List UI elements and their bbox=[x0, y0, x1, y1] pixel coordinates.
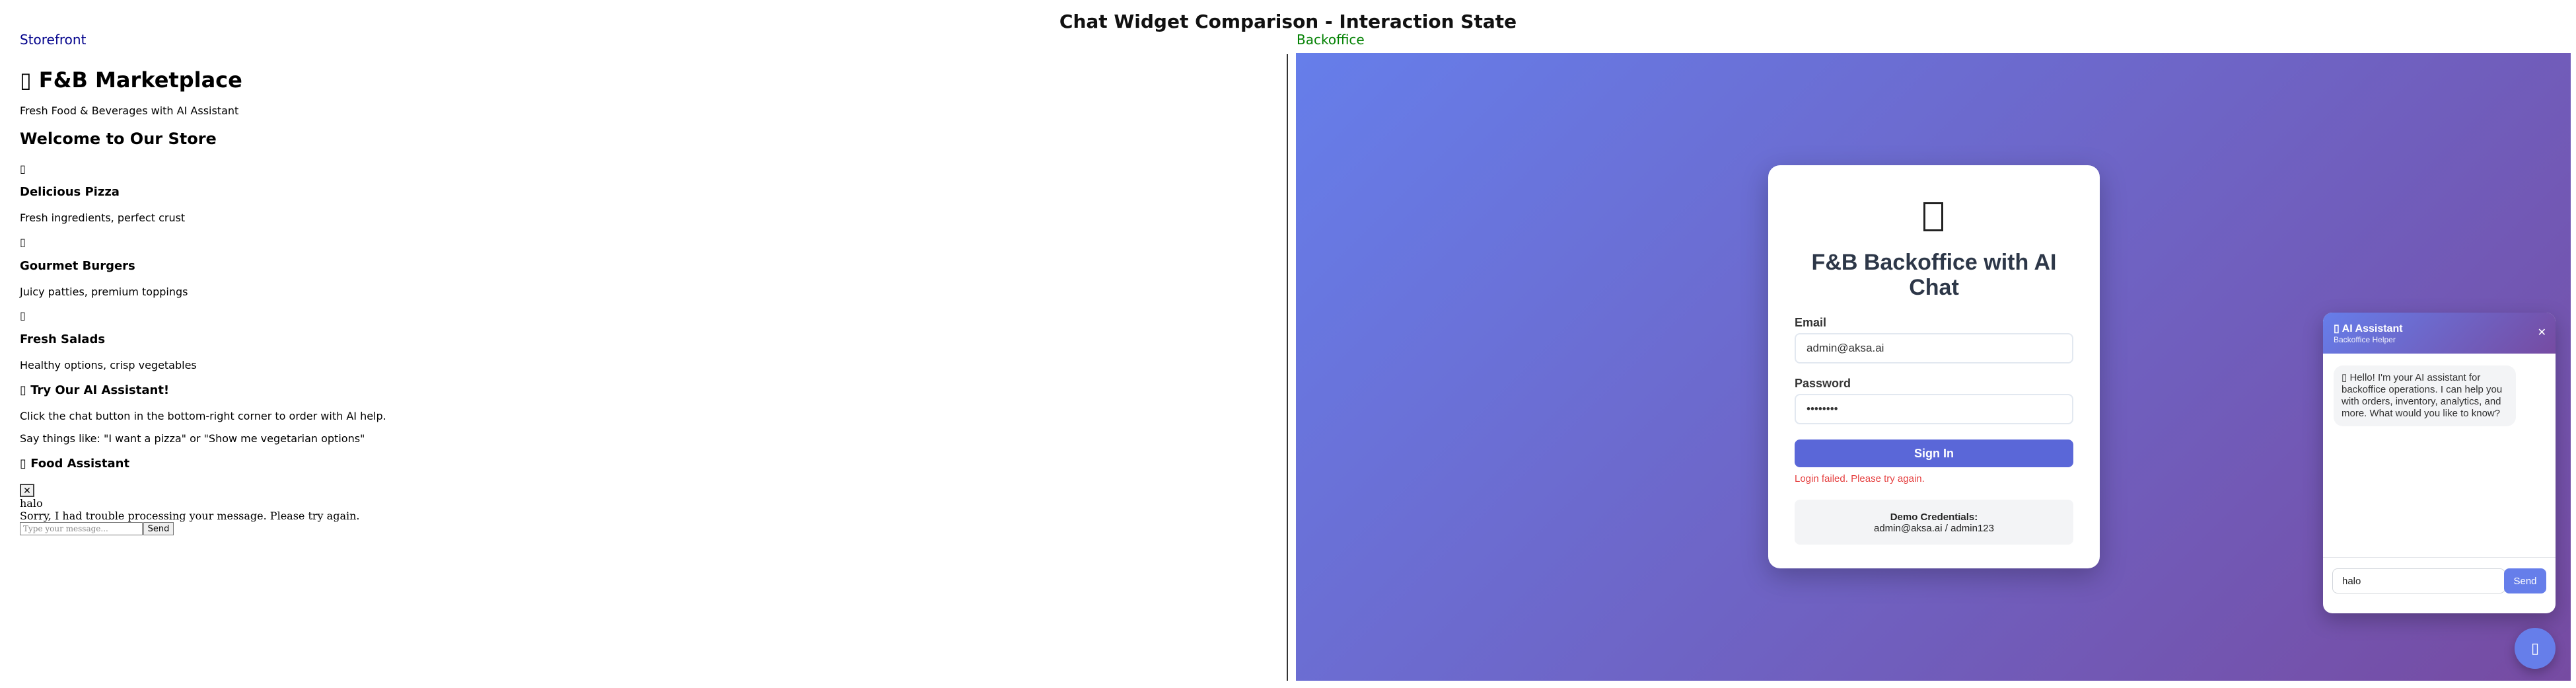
backoffice-panel: F&B Backoffice with AI Chat Email Passwo… bbox=[1296, 53, 2571, 681]
page-title: Chat Widget Comparison - Interaction Sta… bbox=[1059, 11, 1517, 32]
close-icon[interactable]: ✕ bbox=[2537, 327, 2546, 338]
logo-icon bbox=[1923, 202, 1943, 231]
category-title-burgers: Gourmet Burgers bbox=[20, 259, 135, 273]
chat-send-button[interactable]: Send bbox=[2504, 568, 2546, 593]
burger-icon: ▯ bbox=[20, 236, 26, 248]
password-field[interactable] bbox=[1795, 394, 2073, 424]
ai-assistant-title: Try Our AI Assistant! bbox=[30, 383, 170, 397]
demo-credentials-title: Demo Credentials: bbox=[1890, 512, 1978, 523]
chat-input[interactable] bbox=[2332, 568, 2505, 593]
chat-instructions: Click the chat button in the bottom-righ… bbox=[20, 410, 386, 422]
chat-icon: ▯ bbox=[2530, 640, 2540, 656]
bot-message: ▯ Hello! I'm your AI assistant for backo… bbox=[2334, 365, 2516, 426]
salad-icon: ▯ bbox=[20, 309, 26, 322]
login-title: F&B Backoffice with AI Chat bbox=[1811, 250, 2057, 300]
storefront-label: Storefront bbox=[20, 32, 87, 48]
tagline: Fresh Food & Beverages with AI Assistant bbox=[20, 104, 239, 117]
chat-header: ▯ AI Assistant Backoffice Helper ✕ bbox=[2323, 313, 2556, 354]
food-icon: ▯ bbox=[20, 457, 26, 471]
example-phrases: Say things like: "I want a pizza" or "Sh… bbox=[20, 432, 365, 445]
category-desc-salads: Healthy options, crisp vegetables bbox=[20, 359, 197, 371]
welcome-heading: Welcome to Our Store bbox=[20, 130, 217, 148]
food-assistant-title: Food Assistant bbox=[30, 457, 130, 471]
pizza-icon: ▯ bbox=[20, 163, 26, 175]
robot-icon: ▯ bbox=[2334, 323, 2340, 334]
food-assistant-heading: ▯ Food Assistant bbox=[20, 457, 129, 471]
category-desc-burgers: Juicy patties, premium toppings bbox=[20, 286, 188, 298]
robot-icon: ▯ bbox=[20, 383, 26, 397]
bot-greeting: Hello! I'm your AI assistant for backoff… bbox=[2342, 372, 2503, 419]
store-icon: ▯ bbox=[20, 67, 32, 93]
chat-toggle-button[interactable]: ▯ bbox=[2515, 628, 2556, 669]
password-label: Password bbox=[1795, 377, 1851, 390]
chat-window: ▯ AI Assistant Backoffice Helper ✕ ▯ Hel… bbox=[2323, 313, 2556, 613]
demo-credentials-value: admin@aksa.ai / admin123 bbox=[1874, 523, 1994, 534]
login-card: F&B Backoffice with AI Chat Email Passwo… bbox=[1768, 165, 2100, 568]
category-desc-pizza: Fresh ingredients, perfect crust bbox=[20, 211, 186, 224]
marketplace-heading: ▯ F&B Marketplace bbox=[20, 67, 242, 93]
wave-icon: ▯ bbox=[2342, 372, 2347, 383]
email-field[interactable] bbox=[1795, 333, 2073, 363]
close-button[interactable]: ✕ bbox=[20, 484, 34, 497]
chat-title-text: AI Assistant bbox=[2342, 323, 2403, 334]
ai-assistant-heading: ▯ Try Our AI Assistant! bbox=[20, 383, 169, 397]
demo-credentials: Demo Credentials: admin@aksa.ai / admin1… bbox=[1795, 500, 2073, 545]
panel-divider bbox=[1287, 54, 1288, 681]
send-button[interactable]: Send bbox=[143, 522, 174, 535]
chat-footer: Send bbox=[2323, 557, 2556, 613]
chat-subtitle: Backoffice Helper bbox=[2334, 335, 2396, 344]
login-error: Login failed. Please try again. bbox=[1795, 473, 1925, 484]
chat-title: ▯ AI Assistant bbox=[2334, 322, 2403, 335]
user-message: halo bbox=[20, 497, 43, 510]
marketplace-title: F&B Marketplace bbox=[38, 67, 242, 93]
category-title-pizza: Delicious Pizza bbox=[20, 185, 120, 199]
category-title-salads: Fresh Salads bbox=[20, 332, 106, 346]
backoffice-label: Backoffice bbox=[1297, 32, 1365, 48]
bot-error-message: Sorry, I had trouble processing your mes… bbox=[20, 510, 360, 522]
email-label: Email bbox=[1795, 316, 1827, 329]
sign-in-button[interactable]: Sign In bbox=[1795, 440, 2073, 467]
message-input[interactable] bbox=[20, 522, 143, 535]
